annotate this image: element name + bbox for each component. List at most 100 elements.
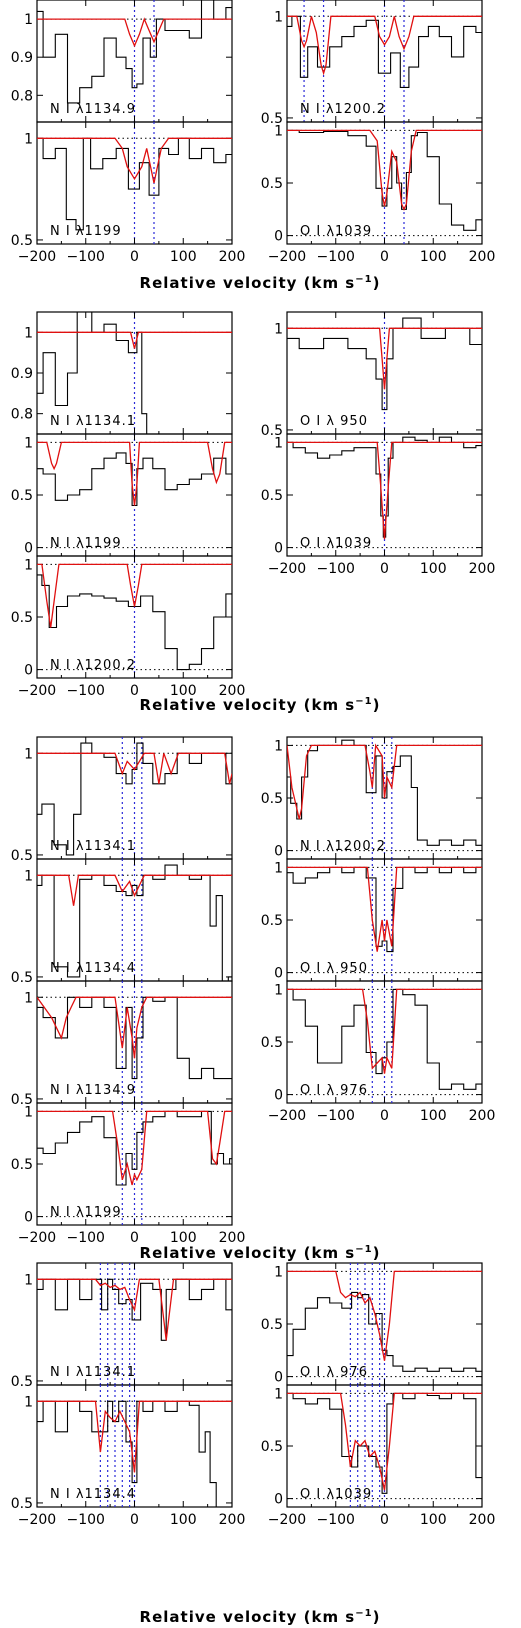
x-tick-label: 0 <box>380 1108 389 1124</box>
x-tick-label: −200 <box>268 249 306 265</box>
y-tick-label: 1 <box>274 9 283 25</box>
y-tick-label: 1 <box>274 860 283 876</box>
x-axis-unit-close: ) <box>373 1608 381 1626</box>
x-tick-label: 200 <box>469 1108 496 1124</box>
y-tick-label: 0 <box>274 966 283 982</box>
flux-histogram <box>37 312 150 434</box>
y-tick-label: 0.5 <box>11 1374 33 1390</box>
panel-12: 0.51N I λ1134.4 <box>11 858 233 986</box>
y-tick-label: 0.9 <box>11 366 33 382</box>
x-tick-label: −200 <box>268 1512 306 1528</box>
flux-histogram <box>37 864 232 981</box>
panel-5: 0.8 0.9 1 N I λ1134.1 <box>11 311 233 435</box>
panel-3: 0.51N I λ1199−200 −100 0 100 200 <box>11 121 245 265</box>
panel-20: 00.51O I λ1039−200 −100 0 100 200 <box>261 1384 496 1528</box>
flux-histogram <box>37 574 232 671</box>
x-tick-label: 100 <box>170 683 197 699</box>
panel-15: 0 0.5 1 O I λ 976 −200 −100 0 100 200 <box>261 980 496 1124</box>
y-tick-label: 0 <box>274 1088 283 1104</box>
y-tick-label: 0.8 <box>11 407 33 423</box>
ticks: 0.51 <box>261 0 483 127</box>
panel-18: 00.51O I λ 976 <box>261 1262 483 1386</box>
ticks: 00.51 <box>261 737 483 860</box>
x-axis-label: Relative velocity <box>140 274 304 292</box>
flux-histogram <box>287 988 482 1090</box>
x-tick-label: −100 <box>317 561 355 577</box>
y-tick-label: 1 <box>24 990 33 1006</box>
panel-7: 00.51N I λ1199 <box>11 433 233 557</box>
x-tick-label: 100 <box>420 249 447 265</box>
y-tick-label: 1 <box>274 1386 283 1402</box>
ticks: 00.51 <box>11 1103 233 1226</box>
x-tick-label: −200 <box>18 1230 56 1246</box>
model-fit <box>37 874 232 906</box>
x-axis-unit-close: ) <box>373 696 381 714</box>
ticks: 00.51 <box>261 1263 483 1386</box>
ticks: 00.51 <box>261 859 483 982</box>
ticks: 00.51 <box>261 122 483 245</box>
x-tick-label: 200 <box>219 683 246 699</box>
x-axis-label: Relative velocity <box>140 1608 304 1626</box>
ticks: 0.51 <box>11 1263 233 1390</box>
model-fit <box>287 743 482 820</box>
ticks: 0.51 <box>11 1385 233 1512</box>
x-tick-label: 100 <box>170 1512 197 1528</box>
y-tick-label: 1 <box>24 131 33 147</box>
y-tick-label: 0.5 <box>11 1496 33 1512</box>
ion-label: N I λ1134.9 <box>50 1083 136 1098</box>
flux-histogram <box>287 1392 482 1494</box>
y-tick-label: 0 <box>24 663 33 679</box>
y-tick-label: 0.5 <box>261 791 283 807</box>
flux-histogram <box>287 317 482 411</box>
y-tick-label: 0.5 <box>261 1035 283 1051</box>
x-axis-unit: (km s <box>304 1608 356 1626</box>
x-tick-label: −100 <box>317 1512 355 1528</box>
model-fit <box>287 441 482 540</box>
y-tick-label: 1 <box>274 738 283 754</box>
x-tick-label: −100 <box>67 683 105 699</box>
x-tick-label: −100 <box>317 249 355 265</box>
y-tick-label: 0.5 <box>11 233 33 249</box>
ticks: 0.8 0.9 1 <box>11 0 233 122</box>
flux-histogram <box>287 1291 482 1372</box>
y-tick-label: 1 <box>274 123 283 139</box>
flux-histogram <box>37 742 232 856</box>
panel-19: 0.51N I λ1134.4−200 −100 0 100 200 <box>11 1384 245 1528</box>
velocity-panels: 0.80.91N I λ1134.90.51N I λ1200.20.51N I… <box>11 0 496 1528</box>
x-tick-label: 200 <box>469 1512 496 1528</box>
x-tick-label: −200 <box>268 561 306 577</box>
y-tick-label: 0 <box>24 541 33 557</box>
y-tick-label: 0 <box>24 1210 33 1226</box>
x-tick-label: 0 <box>130 1230 139 1246</box>
x-tick-label: 200 <box>469 561 496 577</box>
model-fit <box>287 129 482 211</box>
y-tick-label: 1 <box>274 982 283 998</box>
x-tick-label: 200 <box>469 249 496 265</box>
panel-13: 00.51O I λ 950 <box>261 858 483 982</box>
y-tick-label: 1 <box>24 1272 33 1288</box>
model-fit <box>37 17 232 48</box>
x-tick-label: −200 <box>268 1108 306 1124</box>
x-axis-label: Relative velocity <box>140 696 304 714</box>
model-fit <box>37 1278 232 1341</box>
flux-histogram <box>287 15 482 88</box>
model-fit <box>287 15 482 76</box>
ion-label: O I λ1039 <box>300 1487 372 1502</box>
x-tick-label: −100 <box>67 1230 105 1246</box>
y-tick-label: 0 <box>274 229 283 245</box>
ion-label: O I λ 950 <box>300 414 368 429</box>
ion-label: O I λ 976 <box>300 1365 368 1380</box>
y-tick-label: 0.5 <box>11 970 33 986</box>
y-tick-label: 0.5 <box>261 423 283 439</box>
y-tick-label: 0.5 <box>261 1317 283 1333</box>
y-tick-label: 1 <box>24 12 33 28</box>
ion-label: N I λ1200.2 <box>300 839 386 854</box>
y-tick-label: 1 <box>24 325 33 341</box>
x-axis-unit-exponent: −1 <box>355 274 372 285</box>
y-tick-label: 1 <box>274 1264 283 1280</box>
x-tick-label: 0 <box>130 249 139 265</box>
ion-label: O I λ1039 <box>300 536 372 551</box>
model-fit <box>37 1110 232 1186</box>
ticks: 0.51 <box>261 312 483 439</box>
